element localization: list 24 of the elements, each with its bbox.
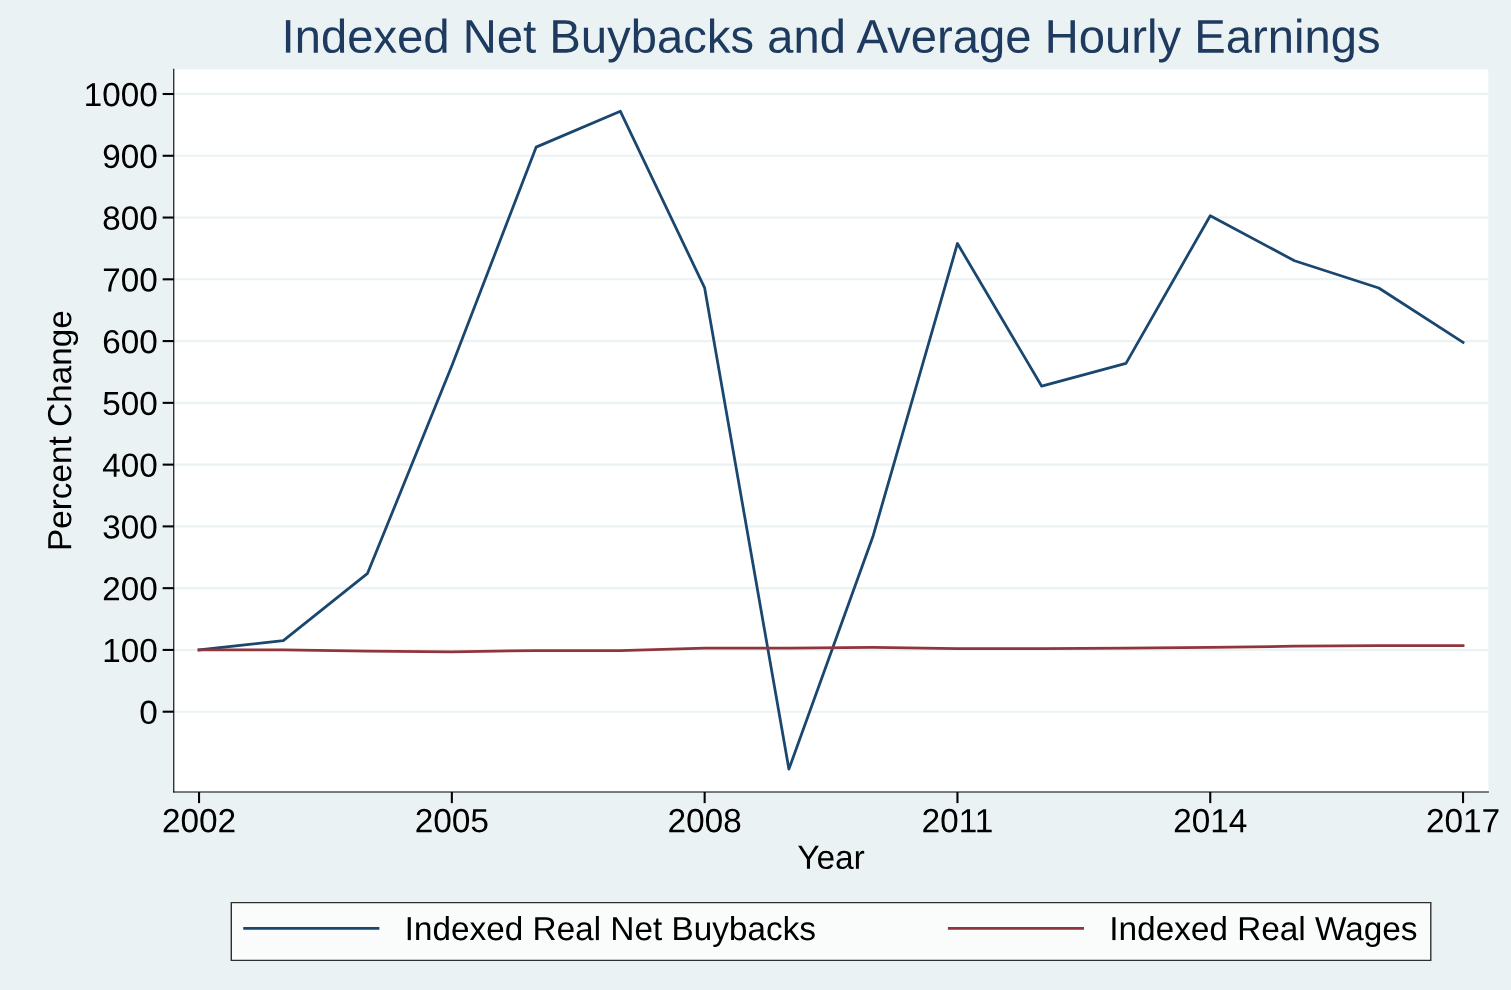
line-series	[197, 644, 1465, 654]
y-tick-label: 400	[102, 453, 157, 478]
y-tick-label: 200	[103, 576, 157, 601]
y-tick-label: 500	[103, 391, 157, 416]
y-tick-label: 1000	[86, 82, 157, 107]
x-tick-label: 2011	[923, 808, 992, 833]
y-tick-label: 100	[104, 638, 157, 663]
x-tick-label: 2005	[416, 808, 488, 833]
legend-label: Indexed Real Net Buybacks	[407, 915, 815, 948]
x-tick-label: 2017	[1427, 808, 1499, 833]
y-tick-label: 900	[103, 144, 157, 169]
y-axis-title: Percent Change	[47, 311, 79, 549]
chart-title: Indexed Net Buybacks and Average Hourly Earnings	[285, 18, 1379, 63]
x-tick-label: 2002	[163, 808, 235, 833]
y-tick-label: 300	[103, 515, 157, 539]
y-tick-label: 600	[103, 329, 157, 354]
legend-label: Indexed Real Wages	[1112, 915, 1417, 948]
x-tick-label: 2014	[1174, 808, 1247, 833]
y-tick-label: 0	[140, 700, 157, 725]
y-tick-label: 800	[103, 206, 157, 230]
x-axis-title: Year	[798, 845, 865, 870]
x-tick-label: 2008	[669, 808, 741, 833]
y-tick-label: 700	[103, 268, 157, 292]
line-series	[197, 109, 1465, 771]
